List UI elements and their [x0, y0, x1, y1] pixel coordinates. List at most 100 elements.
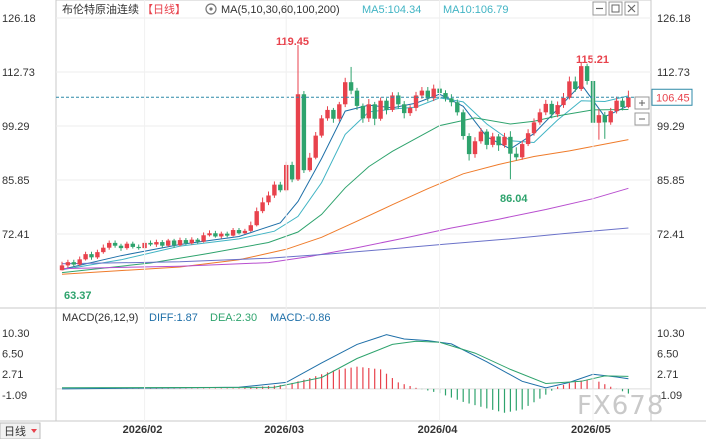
candle[interactable] — [425, 90, 430, 99]
candle[interactable] — [89, 254, 94, 258]
candles[interactable] — [59, 45, 631, 271]
candle[interactable] — [242, 230, 248, 234]
candle[interactable] — [573, 81, 578, 90]
candle[interactable] — [390, 95, 395, 110]
zoom-out-icon[interactable] — [634, 112, 650, 126]
candle[interactable] — [496, 136, 501, 146]
candle[interactable] — [478, 131, 484, 142]
candle[interactable] — [154, 242, 159, 245]
candle[interactable] — [396, 95, 401, 105]
candle[interactable] — [160, 242, 165, 246]
candle[interactable] — [520, 144, 525, 158]
candle[interactable] — [372, 104, 377, 119]
candle[interactable] — [431, 88, 436, 99]
close-icon[interactable] — [624, 1, 639, 16]
candle[interactable] — [101, 247, 106, 253]
candle[interactable] — [289, 164, 295, 180]
candle[interactable] — [195, 239, 200, 242]
candle[interactable] — [413, 95, 419, 108]
candle[interactable] — [579, 66, 584, 90]
candle[interactable] — [189, 239, 194, 244]
candle[interactable] — [201, 235, 206, 242]
candle[interactable] — [596, 115, 602, 123]
candle[interactable] — [614, 100, 619, 112]
candle[interactable] — [531, 122, 537, 134]
candle[interactable] — [584, 66, 590, 81]
candle[interactable] — [77, 259, 82, 265]
bottom-tab-daily[interactable]: 日线 — [0, 422, 41, 439]
candle[interactable] — [313, 135, 318, 158]
candle[interactable] — [148, 242, 153, 245]
candle[interactable] — [112, 242, 118, 246]
candle[interactable] — [525, 133, 531, 145]
candle[interactable] — [213, 233, 218, 237]
candle[interactable] — [461, 112, 466, 137]
candle[interactable] — [419, 90, 425, 96]
candle[interactable] — [301, 94, 307, 171]
candle[interactable] — [230, 230, 236, 236]
candle[interactable] — [366, 104, 371, 119]
candle[interactable] — [620, 100, 625, 108]
candle[interactable] — [378, 100, 383, 119]
candle[interactable] — [360, 105, 366, 119]
candle[interactable] — [508, 136, 513, 154]
settings-icon[interactable] — [205, 3, 217, 15]
candle[interactable] — [608, 111, 613, 123]
candle[interactable] — [278, 184, 283, 191]
candle[interactable] — [502, 136, 507, 146]
candle[interactable] — [626, 97, 631, 108]
candle[interactable] — [549, 103, 554, 115]
candle[interactable] — [219, 233, 224, 237]
candle[interactable] — [567, 81, 572, 98]
candle[interactable] — [354, 90, 360, 106]
restore-icon[interactable] — [608, 1, 623, 16]
candle[interactable] — [514, 153, 519, 158]
candle[interactable] — [343, 82, 348, 105]
candle[interactable] — [331, 109, 336, 119]
candle[interactable] — [118, 245, 124, 249]
candle[interactable] — [555, 105, 560, 115]
candle[interactable] — [225, 233, 230, 236]
candle[interactable] — [295, 94, 301, 180]
candle[interactable] — [561, 97, 566, 106]
candle[interactable] — [490, 136, 495, 145]
candle[interactable] — [402, 104, 407, 114]
candle[interactable] — [71, 262, 76, 265]
candle[interactable] — [466, 136, 472, 155]
candle[interactable] — [272, 184, 277, 196]
candle[interactable] — [107, 242, 112, 248]
candle[interactable] — [348, 82, 354, 91]
candle[interactable] — [236, 230, 242, 234]
candle[interactable] — [484, 131, 489, 145]
candle[interactable] — [124, 243, 130, 249]
candle[interactable] — [59, 265, 65, 271]
candle[interactable] — [177, 240, 183, 246]
candle[interactable] — [254, 211, 259, 226]
candle[interactable] — [248, 225, 253, 231]
candle[interactable] — [171, 240, 177, 246]
candle[interactable] — [407, 107, 413, 114]
candle[interactable] — [83, 254, 88, 260]
candle[interactable] — [455, 102, 460, 113]
candle[interactable] — [602, 115, 607, 123]
candle[interactable] — [319, 118, 324, 136]
candle[interactable] — [166, 240, 171, 246]
zoom-in-icon[interactable] — [634, 96, 650, 110]
candle[interactable] — [95, 252, 100, 258]
candle[interactable] — [130, 243, 135, 247]
minimize-icon[interactable] — [592, 1, 607, 16]
candle[interactable] — [325, 109, 330, 119]
candle[interactable] — [183, 240, 189, 244]
candle[interactable] — [384, 100, 389, 110]
candle[interactable] — [443, 93, 448, 99]
candle[interactable] — [337, 104, 342, 119]
candle[interactable] — [207, 233, 212, 236]
candle[interactable] — [543, 103, 548, 113]
candle[interactable] — [136, 246, 141, 249]
period-label[interactable]: 【日线】 — [142, 2, 186, 16]
candle[interactable] — [307, 157, 312, 171]
candle[interactable] — [472, 141, 478, 155]
candle[interactable] — [260, 202, 265, 212]
candle[interactable] — [449, 98, 454, 103]
